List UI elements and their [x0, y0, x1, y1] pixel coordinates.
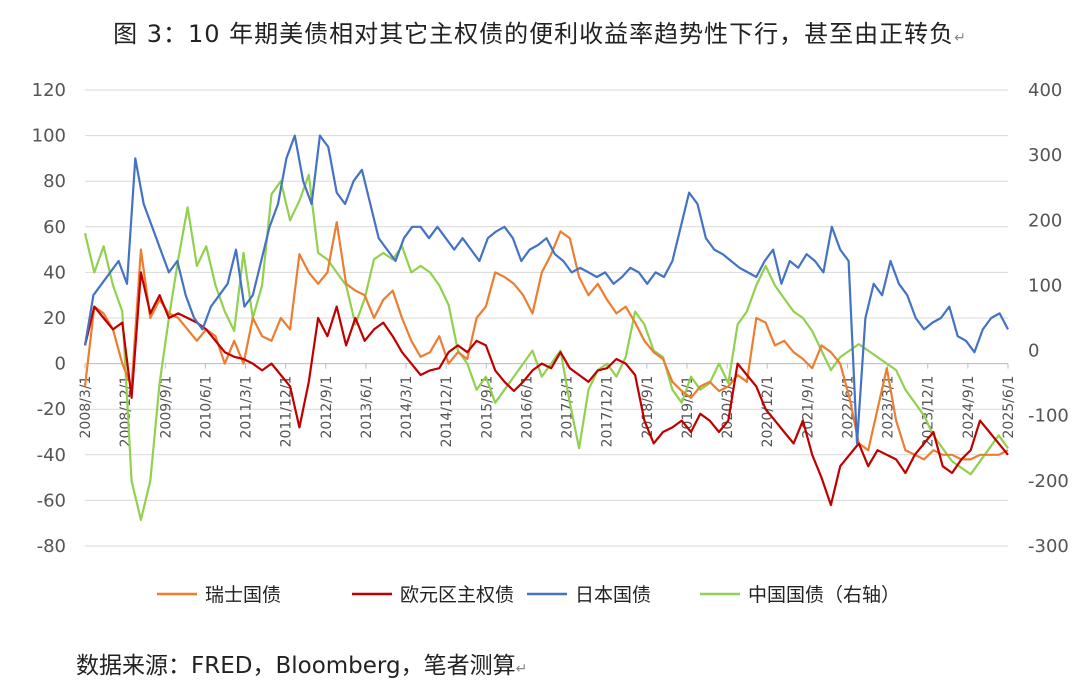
left-axis-ticks: -80 -60 -40 -20 0 20 40 60 80 100 120 — [32, 80, 66, 557]
right-tick-label: 300 — [1028, 145, 1062, 166]
x-tick-label: 2011/12/1 — [279, 376, 295, 448]
left-tick-label: -80 — [37, 536, 66, 557]
right-tick-label: -100 — [1028, 406, 1069, 427]
series-lines — [83, 134, 1009, 522]
legend-label: 日本国债 — [575, 584, 651, 606]
left-tick-label: 80 — [43, 171, 66, 192]
legend-label: 瑞士国债 — [205, 584, 281, 606]
left-tick-label: 0 — [55, 354, 66, 375]
left-tick-label: 60 — [43, 217, 66, 238]
series-line — [83, 221, 1009, 461]
x-tick-label: 2009/9/1 — [158, 376, 174, 439]
x-tick-label: 2013/6/1 — [359, 376, 375, 439]
x-tick-label: 2021/9/1 — [800, 376, 816, 439]
grid-lines — [85, 89, 1008, 547]
chart-title: 图 3：10 年期美债相对其它主权债的便利收益率趋势性下行，甚至由正转负↵ — [113, 20, 967, 48]
left-tick-label: -20 — [37, 399, 66, 420]
x-tick-label: 2012/9/1 — [319, 376, 335, 439]
x-tick-label: 2014/3/1 — [399, 376, 415, 439]
right-tick-label: 400 — [1028, 80, 1062, 101]
x-tick-label: 2010/6/1 — [198, 376, 214, 439]
right-tick-label: 100 — [1028, 275, 1062, 296]
source-text: 数据来源：FRED，Bloomberg，笔者测算 — [76, 653, 516, 679]
source-note: 数据来源：FRED，Bloomberg，笔者测算↵ — [76, 653, 528, 679]
right-tick-label: 200 — [1028, 210, 1062, 231]
legend-label: 欧元区主权债 — [400, 584, 514, 606]
right-axis-ticks: -300 -200 -100 0 100 200 300 400 — [1028, 80, 1069, 557]
x-tick-label: 2008/3/1 — [78, 376, 94, 439]
left-tick-label: 120 — [32, 80, 66, 101]
right-tick-label: -200 — [1028, 471, 1069, 492]
x-axis-ticks: 2008/3/1 2008/12/1 2009/9/1 2010/6/1 2011/3/… — [78, 363, 1017, 448]
right-tick-label: 0 — [1028, 341, 1039, 362]
chart-title-text: 图 3：10 年期美债相对其它主权债的便利收益率趋势性下行，甚至由正转负 — [113, 20, 955, 48]
x-tick-label: 2025/6/1 — [1001, 376, 1017, 439]
series-line — [83, 173, 1009, 522]
x-tick-label: 2023/3/1 — [881, 376, 897, 439]
legend-label: 中国国债（右轴） — [748, 584, 900, 606]
x-tick-label: 2016/6/1 — [519, 376, 535, 439]
x-tick-label: 2017/3/1 — [560, 376, 576, 439]
x-tick-label: 2015/9/1 — [479, 376, 495, 439]
x-tick-label: 2011/3/1 — [239, 376, 255, 439]
x-tick-label: 2022/6/1 — [840, 376, 856, 439]
x-tick-label: 2024/9/1 — [961, 376, 977, 439]
series-line — [83, 271, 1009, 507]
left-tick-label: 40 — [43, 262, 66, 283]
x-tick-label: 2014/12/1 — [439, 376, 455, 448]
right-tick-label: -300 — [1028, 536, 1069, 557]
x-tick-label: 2017/12/1 — [600, 376, 616, 448]
left-tick-label: 100 — [32, 126, 66, 147]
series-line — [83, 134, 1009, 445]
x-tick-label: 2023/12/1 — [921, 376, 937, 448]
left-tick-label: -40 — [37, 445, 66, 466]
left-tick-label: -60 — [37, 490, 66, 511]
legend: 瑞士国债 欧元区主权债 日本国债 中国国债（右轴） — [157, 584, 900, 606]
left-tick-label: 20 — [43, 308, 66, 329]
x-tick-label: 2018/9/1 — [640, 376, 656, 439]
